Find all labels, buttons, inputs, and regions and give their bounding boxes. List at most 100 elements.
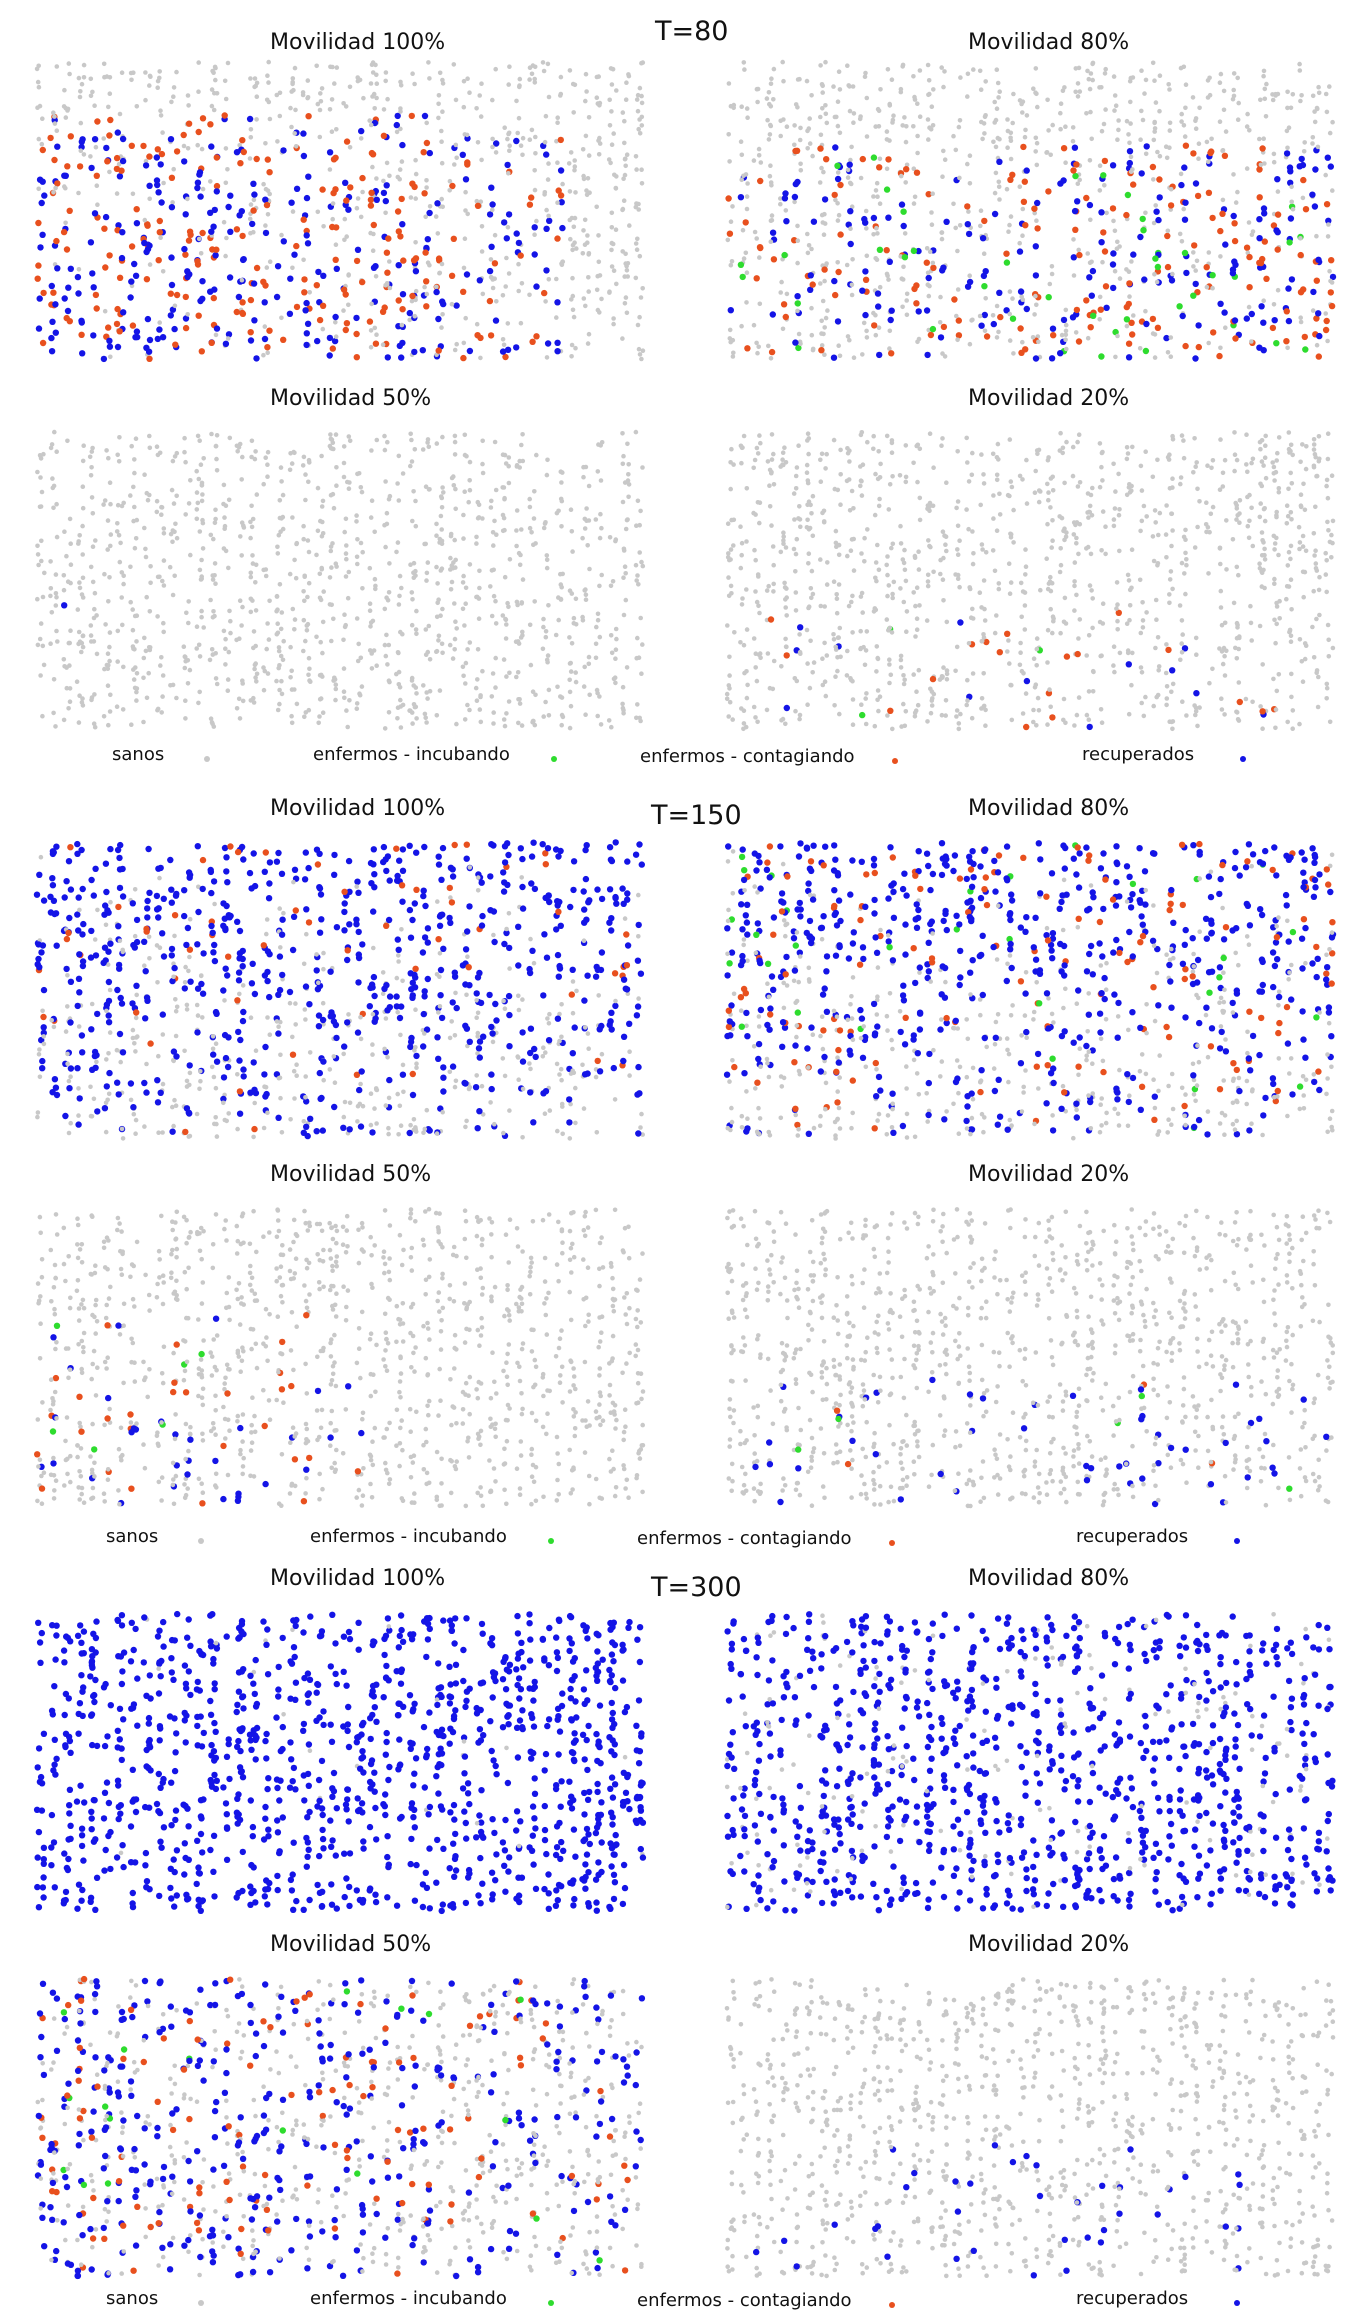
agent-sano [534, 218, 539, 224]
agent-sano [925, 282, 931, 287]
agent-recuperado [88, 164, 95, 172]
agent-sano [319, 533, 325, 539]
agent-recuperado [1003, 307, 1010, 314]
agent-recuperado [251, 990, 259, 998]
agent-sano [1223, 325, 1228, 331]
agent-sano [862, 662, 868, 668]
agent-sano [1117, 276, 1123, 281]
agent-sano [1077, 617, 1083, 622]
agent-sano [81, 443, 86, 448]
agent-contagiando [913, 300, 920, 307]
agent-sano [183, 698, 188, 703]
agent-sano [1087, 158, 1093, 163]
agent-sano [633, 154, 639, 159]
agent-sano [265, 621, 270, 626]
agent-recuperado [79, 350, 86, 357]
agent-sano [361, 95, 366, 101]
agent-sano [1005, 649, 1010, 654]
agent-sano [929, 210, 934, 215]
agent-contagiando [395, 228, 402, 235]
agent-sano [226, 649, 232, 655]
agent-sano [447, 178, 453, 184]
agent-sano [1317, 574, 1322, 580]
agent-sano [142, 963, 147, 968]
agent-sano [400, 471, 406, 476]
agent-sano [1019, 101, 1024, 107]
agent-contagiando [1182, 142, 1190, 149]
agent-sano [955, 552, 961, 557]
agent-sano [427, 204, 433, 209]
agent-sano [890, 117, 896, 123]
panel-title: Movilidad 50% [270, 1162, 432, 1187]
agent-sano [822, 221, 828, 226]
agent-sano [212, 520, 218, 526]
agent-recuperado [276, 953, 284, 960]
agent-sano [223, 636, 228, 642]
agent-contagiando [1323, 201, 1331, 208]
agent-sano [264, 265, 270, 270]
agent-sano [778, 290, 783, 295]
agent-sano [581, 296, 587, 301]
agent-incubando [1142, 347, 1150, 355]
agent-sano [1179, 650, 1185, 655]
agent-contagiando [1219, 210, 1226, 217]
agent-sano [943, 534, 949, 539]
agent-sano [924, 618, 930, 623]
agent-sano [798, 125, 803, 131]
agent-recuperado [1232, 261, 1239, 268]
agent-sano [807, 685, 813, 691]
agent-sano [514, 674, 519, 680]
agent-sano [146, 670, 151, 676]
agent-contagiando [1049, 714, 1056, 721]
agent-sano [914, 689, 919, 694]
agent-sano [969, 715, 975, 721]
agent-sano [265, 73, 270, 78]
agent-sano [194, 468, 199, 474]
agent-recuperado [1193, 690, 1200, 697]
agent-sano [341, 637, 346, 643]
agent-sano [1048, 704, 1053, 710]
agent-contagiando [542, 861, 549, 868]
agent-sano [1170, 271, 1175, 277]
agent-sano [147, 433, 152, 439]
agent-sano [519, 527, 524, 532]
agent-sano [275, 707, 281, 713]
agent-contagiando [1149, 163, 1157, 171]
agent-sano [434, 564, 439, 570]
agent-sano [1167, 592, 1172, 597]
agent-sano [781, 541, 786, 547]
agent-contagiando [821, 266, 828, 273]
agent-sano [367, 601, 373, 606]
agent-sano [89, 695, 95, 700]
agent-sano [38, 456, 44, 461]
agent-sano [1324, 685, 1330, 691]
agent-sano [753, 715, 758, 720]
agent-sano [1190, 95, 1196, 100]
agent-sano [898, 523, 903, 529]
agent-sano [63, 115, 69, 120]
agent-sano [797, 716, 802, 722]
agent-sano [1195, 723, 1200, 729]
agent-sano [462, 623, 467, 628]
agent-contagiando [753, 275, 760, 282]
agent-sano [304, 628, 310, 633]
agent-sano [224, 235, 229, 241]
agent-sano [820, 656, 825, 661]
agent-sano [744, 106, 750, 111]
agent-sano [770, 544, 776, 549]
agent-sano [1258, 501, 1263, 506]
agent-sano [568, 669, 574, 674]
agent-sano [36, 186, 41, 192]
agent-sano [462, 432, 468, 438]
agent-sano [543, 699, 548, 705]
agent-sano [1047, 579, 1053, 585]
agent-sano [170, 528, 176, 533]
agent-sano [421, 683, 426, 688]
agent-sano [1164, 702, 1169, 708]
agent-sano [793, 486, 799, 491]
agent-sano [739, 152, 745, 158]
agent-sano [276, 532, 282, 538]
agent-recuperado [114, 343, 122, 351]
agent-recuperado [393, 121, 400, 129]
agent-sano [1169, 543, 1174, 549]
